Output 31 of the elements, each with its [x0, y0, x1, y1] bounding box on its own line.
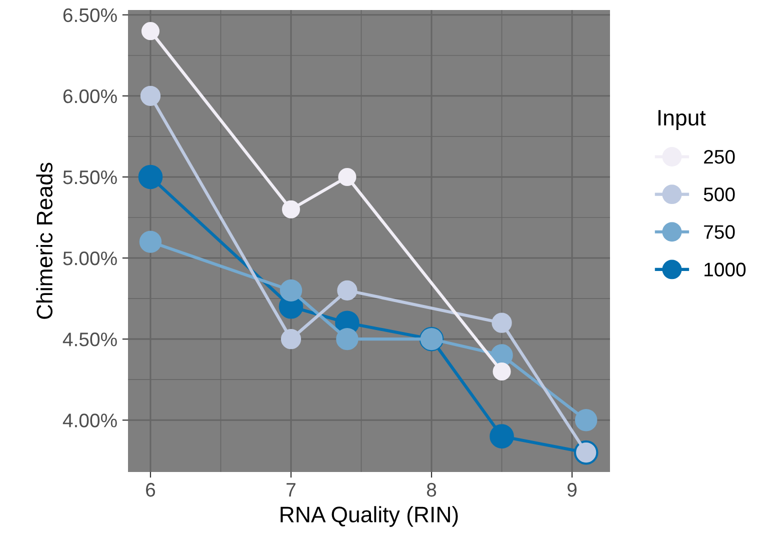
point [282, 200, 300, 218]
legend-label: 500 [704, 188, 735, 202]
legend-label: 250 [704, 150, 735, 164]
x-tick-label: 8 [426, 482, 436, 497]
x-tick-label: 9 [568, 482, 577, 497]
x-tick-label: 6 [146, 482, 156, 497]
point [338, 168, 356, 186]
point [140, 86, 161, 106]
point [575, 409, 598, 432]
point [492, 362, 511, 381]
y-axis-title: Chimeric Reads [36, 162, 53, 319]
legend-title: Input [658, 110, 706, 130]
y-tick-label: 4.50% [62, 332, 117, 346]
point [492, 312, 512, 333]
y-tick-label: 6.50% [63, 8, 117, 22]
x-axis-title: RNA Quality (RIN) [280, 506, 458, 527]
y-tick-label: 4.00% [62, 414, 117, 428]
point [337, 280, 358, 301]
point [141, 22, 160, 40]
point [280, 279, 302, 302]
y-tick-label: 5.50% [63, 170, 117, 184]
point [490, 424, 514, 448]
point [280, 329, 302, 350]
legend-label: 1000 [704, 262, 746, 276]
legend-label: 750 [704, 225, 735, 239]
point [139, 230, 162, 253]
y-tick-label: 6.00% [63, 89, 117, 104]
point [336, 328, 358, 350]
y-tick-label: 5.00% [63, 251, 117, 266]
point [138, 164, 163, 190]
x-tick-label: 7 [286, 483, 296, 497]
